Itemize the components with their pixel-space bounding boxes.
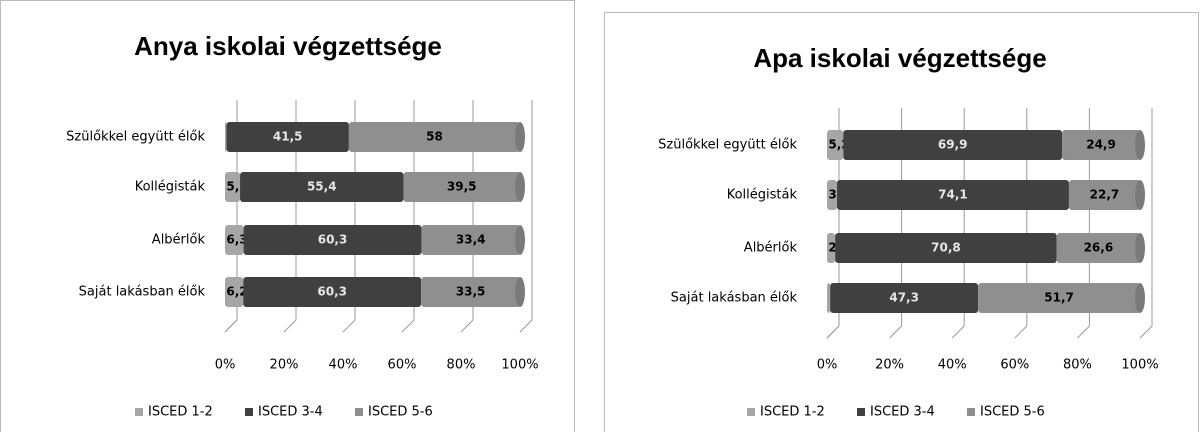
bar-segment — [827, 130, 844, 160]
data-label: 58 — [426, 130, 443, 144]
legend-swatch — [355, 408, 363, 416]
data-label: 69,9 — [938, 138, 968, 152]
x-tick-label: 80% — [1063, 358, 1092, 373]
legend-swatch — [857, 408, 865, 416]
bar-segment — [243, 225, 422, 255]
grid-line — [889, 325, 902, 339]
grid-line — [401, 319, 415, 333]
bar-segment — [403, 172, 520, 202]
bar-segment — [240, 172, 404, 202]
bar-cap — [1135, 283, 1145, 313]
bar-segment — [225, 172, 241, 202]
x-tick-label: 100% — [501, 358, 538, 373]
data-label: 6,3 — [226, 233, 247, 247]
legend-label: ISCED 1-2 — [148, 405, 213, 420]
bar-segment — [243, 277, 422, 307]
grid-line — [826, 325, 840, 339]
data-label: 24,9 — [1086, 138, 1116, 152]
bar-segment — [1068, 180, 1140, 210]
x-tick-label: 40% — [329, 358, 358, 373]
bar-segment — [978, 283, 1140, 313]
bar-segment — [421, 225, 520, 255]
data-label: 70,8 — [931, 241, 961, 255]
bar-segment — [830, 283, 979, 313]
grid-line — [951, 325, 965, 339]
bar-segment — [1056, 233, 1140, 263]
x-tick-label: 20% — [875, 358, 904, 373]
data-label: 60,3 — [317, 285, 347, 299]
bar-cap — [1135, 130, 1145, 160]
data-label: 39,5 — [447, 180, 477, 194]
bar-segment — [225, 277, 244, 307]
bar-segment — [835, 233, 1057, 263]
grid-line — [1077, 325, 1090, 339]
data-label: 26,6 — [1084, 241, 1114, 255]
bar-segment — [843, 130, 1063, 160]
legend-label: ISCED 1-2 — [760, 405, 825, 420]
data-label: 55,4 — [307, 180, 337, 194]
legend-swatch — [967, 408, 975, 416]
bar-segment — [827, 283, 831, 313]
bar-segment — [837, 180, 1069, 210]
data-label: 74,1 — [938, 188, 968, 202]
legend-label: ISCED 3-4 — [870, 405, 935, 420]
data-label: 60,3 — [318, 233, 348, 247]
chart-title: Anya iskolai végzettsége — [134, 31, 442, 61]
data-label: 33,5 — [456, 285, 486, 299]
data-label: 41,5 — [273, 130, 303, 144]
legend-label: ISCED 3-4 — [258, 405, 323, 420]
x-tick-label: 80% — [447, 358, 476, 373]
x-tick-label: 0% — [817, 358, 838, 373]
legend-swatch — [747, 408, 755, 416]
bar-cap — [515, 172, 525, 202]
bar-cap — [515, 122, 525, 152]
chart-title: Apa iskolai végzettsége — [753, 43, 1046, 73]
y-tick-label: Szülőkkel együtt élők — [658, 138, 797, 153]
y-tick-label: Kollégisták — [135, 180, 206, 195]
bar-segment — [827, 180, 838, 210]
grid-line — [283, 319, 297, 333]
x-tick-label: 60% — [388, 358, 417, 373]
legend-swatch — [135, 408, 143, 416]
data-label: 33,4 — [456, 233, 486, 247]
bar-cap — [1135, 180, 1145, 210]
legend-label: ISCED 5-6 — [368, 405, 433, 420]
bar-cap — [515, 277, 525, 307]
x-tick-label: 100% — [1121, 358, 1158, 373]
y-tick-label: Albérlők — [744, 241, 798, 256]
x-tick-label: 60% — [1000, 358, 1029, 373]
y-tick-label: Szülőkkel együtt élők — [66, 130, 205, 145]
bar-segment — [225, 225, 244, 255]
bar-cap — [515, 225, 525, 255]
y-tick-label: Saját lakásban élők — [671, 291, 798, 306]
grid-line — [224, 319, 238, 333]
data-label: 22,7 — [1090, 188, 1120, 202]
data-label: 51,7 — [1044, 291, 1074, 305]
grid-line — [1014, 325, 1028, 339]
data-label: 6,2 — [226, 285, 247, 299]
chart-frame — [604, 12, 1199, 432]
bar-segment — [226, 122, 349, 152]
grid-line — [1139, 325, 1153, 339]
bar-segment — [225, 122, 227, 152]
legend-label: ISCED 5-6 — [980, 405, 1045, 420]
grid-line — [519, 319, 533, 333]
bar-segment — [1062, 130, 1140, 160]
y-tick-label: Saját lakásban élők — [79, 285, 206, 300]
legend-swatch — [245, 408, 253, 416]
y-tick-label: Albérlők — [152, 233, 206, 248]
grid-line — [342, 319, 356, 333]
grid-line — [460, 319, 474, 333]
x-tick-label: 40% — [938, 358, 967, 373]
x-tick-label: 0% — [215, 358, 236, 373]
bar-segment — [827, 233, 836, 263]
bar-segment — [348, 122, 520, 152]
data-label: 47,3 — [889, 291, 919, 305]
y-tick-label: Kollégisták — [727, 188, 798, 203]
chart-frame — [0, 0, 575, 432]
x-tick-label: 20% — [270, 358, 299, 373]
bar-segment — [421, 277, 520, 307]
bar-cap — [1135, 233, 1145, 263]
